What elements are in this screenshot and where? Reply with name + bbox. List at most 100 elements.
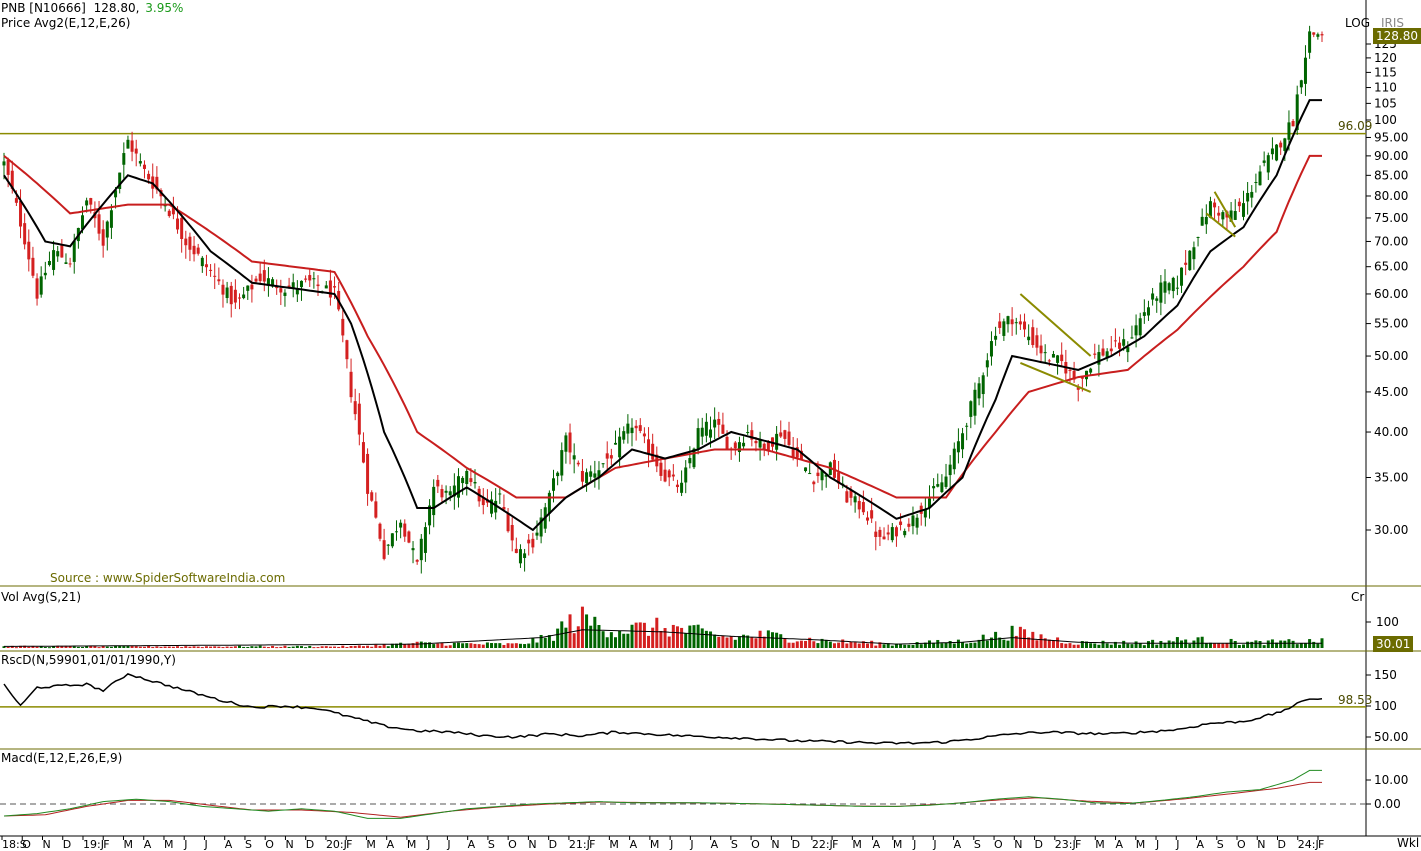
volume-bar	[324, 646, 328, 648]
volume-bar	[523, 644, 527, 648]
volume-bar	[147, 645, 151, 648]
volume-bar	[502, 644, 506, 648]
volume-bar	[72, 646, 76, 648]
candle-up	[952, 448, 956, 470]
candle-down	[31, 257, 35, 276]
volume-bar	[68, 645, 72, 648]
x-tick-label: M	[123, 838, 133, 851]
candle-up	[399, 522, 403, 528]
candle-up	[613, 442, 617, 445]
candle-down	[779, 432, 783, 437]
volume-bar	[233, 646, 237, 648]
x-tick-label: O	[1237, 838, 1246, 851]
candle-down	[1068, 369, 1072, 371]
volume-bar	[824, 640, 828, 648]
volume-bar	[630, 624, 634, 648]
volume-bar	[1213, 643, 1217, 648]
volume-bar	[89, 645, 93, 648]
volume-bar	[19, 645, 23, 648]
volume-bar	[341, 645, 345, 648]
candle-down	[721, 424, 725, 434]
candle-up	[1126, 347, 1130, 353]
candle-down	[366, 453, 370, 494]
x-tick-label: S	[488, 838, 495, 851]
volume-bar	[580, 606, 584, 648]
x-tick-label: A	[711, 838, 719, 851]
x-tick-label: M	[1095, 838, 1105, 851]
volume-bar	[155, 646, 159, 648]
candle-down	[192, 245, 196, 255]
volume-bar	[10, 645, 14, 648]
candle-up	[56, 251, 60, 257]
volume-bar	[795, 641, 799, 648]
candle-up	[903, 530, 907, 536]
candle-down	[250, 284, 254, 290]
volume-bar	[299, 646, 303, 648]
candle-up	[291, 282, 295, 289]
x-tick-label: F	[832, 838, 838, 851]
candle-down	[1031, 327, 1035, 346]
volume-bar	[514, 643, 518, 648]
candle-down	[217, 279, 221, 282]
candle-down	[316, 284, 320, 287]
volume-bar	[655, 617, 659, 648]
log-scale-toggle[interactable]: LOG	[1345, 16, 1371, 30]
candle-up	[1233, 211, 1237, 220]
volume-bar	[894, 643, 898, 648]
volume-bar	[465, 643, 469, 648]
volume-bar	[258, 645, 262, 648]
volume-bar	[1101, 640, 1105, 648]
candle-down	[527, 539, 531, 544]
candle-down	[1109, 348, 1113, 352]
candle-up	[1303, 57, 1307, 84]
volume-bar	[1031, 631, 1035, 648]
x-tick-label: D	[549, 838, 557, 851]
volume-bar	[605, 637, 609, 648]
candle-up	[390, 533, 394, 547]
volume-bar	[613, 637, 617, 648]
volume-bar	[390, 643, 394, 648]
volume-bar	[1076, 644, 1080, 648]
volume-bar	[2, 646, 6, 648]
candle-up	[266, 278, 270, 286]
volume-tag: 30.01	[1373, 636, 1414, 652]
volume-bar	[1118, 644, 1122, 648]
candle-up	[713, 419, 717, 428]
volume-bar	[746, 635, 750, 648]
candle-up	[944, 476, 948, 487]
x-tick-label: A	[873, 838, 881, 851]
volume-bar	[779, 634, 783, 648]
candle-down	[89, 198, 93, 205]
volume-bar	[357, 645, 361, 648]
volume-bar	[395, 643, 399, 648]
flag-pattern-line	[1020, 361, 1092, 393]
x-tick-label: 24:J	[1298, 838, 1319, 851]
volume-bar	[134, 646, 138, 648]
x-tick-label: O	[751, 838, 760, 851]
volume-bar	[469, 643, 473, 648]
candle-down	[675, 484, 679, 488]
change-label: 3.95%	[145, 1, 184, 15]
candle-up	[1208, 201, 1212, 218]
volume-bar	[180, 647, 184, 649]
price-tick-label: 80.00	[1374, 189, 1408, 203]
volume-bar	[1167, 640, 1171, 648]
volume-bar	[1275, 642, 1279, 648]
iris-toggle[interactable]: IRIS	[1381, 16, 1405, 30]
candle-up	[890, 527, 894, 541]
volume-bar	[667, 636, 671, 648]
candle-up	[43, 272, 47, 276]
volume-bar	[452, 642, 456, 648]
volume-bar	[981, 634, 985, 648]
volume-bar	[547, 635, 551, 648]
period-label[interactable]: Wkl	[1397, 836, 1420, 850]
candle-up	[965, 425, 969, 427]
volume-bar	[1060, 643, 1064, 648]
volume-bar	[874, 645, 878, 648]
macd-signal-line	[3, 781, 1322, 818]
volume-bar	[733, 639, 737, 648]
x-tick-label: A	[1116, 838, 1124, 851]
candle-up	[312, 278, 316, 280]
candle-up	[324, 285, 328, 289]
